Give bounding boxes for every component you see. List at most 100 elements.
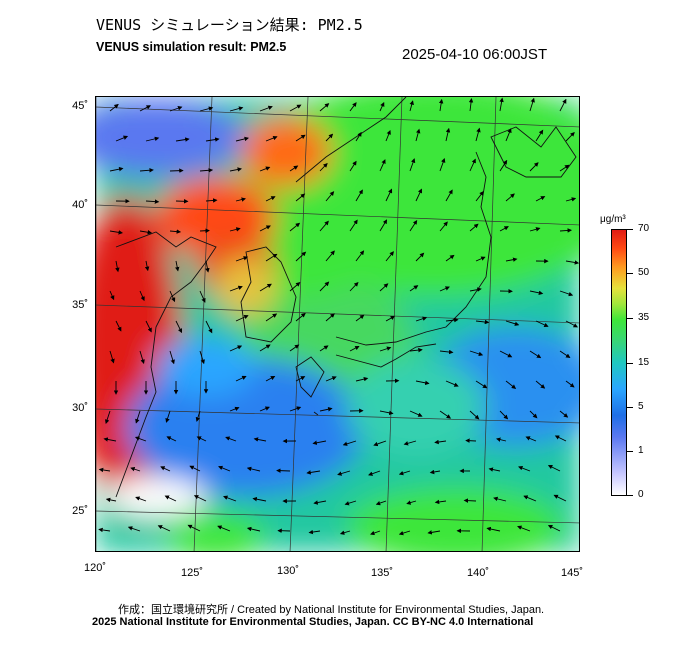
wind-arrow (499, 410, 509, 420)
colorbar-tick (627, 273, 633, 274)
wind-arrow (529, 290, 544, 296)
wind-arrow (445, 254, 455, 262)
wind-arrow (319, 220, 329, 232)
wind-arrow (409, 158, 416, 172)
wind-arrow (529, 410, 538, 419)
wind-arrow (295, 312, 306, 322)
wind-arrow (554, 435, 567, 442)
wind-arrow (415, 188, 423, 202)
legend-unit: μg/m³ (600, 214, 626, 225)
wind-arrow (409, 100, 414, 112)
wind-arrow (109, 230, 123, 235)
wind-arrow (406, 500, 417, 505)
wind-arrow (415, 380, 430, 386)
wind-arrow (223, 495, 237, 502)
wind-arrow (415, 252, 425, 262)
wind-arrow (189, 465, 201, 472)
wind-arrow (553, 494, 567, 502)
wind-arrow (355, 189, 363, 202)
colorbar-label-1: 1 (638, 445, 644, 456)
wind-arrow (439, 286, 450, 292)
wind-arrow (276, 468, 291, 473)
wind-arrow (337, 470, 351, 476)
wind-arrow (469, 223, 479, 232)
wind-arrow (265, 375, 276, 382)
license-line: 2025 National Institute for Environmenta… (92, 616, 534, 628)
wind-arrow (175, 320, 183, 334)
wind-arrow (319, 407, 333, 412)
wind-arrow (259, 166, 271, 172)
wind-arrow (385, 251, 394, 262)
wind-arrow (265, 196, 276, 202)
wind-arrow (486, 526, 501, 532)
wind-arrow (235, 256, 249, 262)
wind-arrow (463, 498, 477, 503)
colorbar-tick (627, 318, 633, 319)
wind-arrow (98, 467, 111, 473)
wind-arrow (349, 102, 357, 112)
lon-label-125: 125˚ (180, 567, 204, 579)
wind-arrow (518, 465, 531, 472)
wind-arrow (342, 440, 357, 446)
lon-label-120: 120˚ (83, 562, 107, 574)
wind-arrow (235, 197, 246, 202)
wind-arrow (135, 410, 141, 424)
wind-arrow (375, 500, 387, 506)
wind-arrow (127, 526, 141, 532)
wind-arrow (139, 350, 145, 365)
wind-arrow (175, 137, 190, 142)
lon-label-130: 130˚ (276, 565, 300, 577)
lat-label-30: 30˚ (72, 402, 88, 414)
wind-arrow (379, 346, 392, 352)
wind-arrow (355, 314, 365, 322)
wind-arrow (535, 129, 544, 142)
wind-arrow (379, 219, 388, 232)
wind-arrow (229, 406, 240, 412)
wind-arrow (475, 380, 488, 389)
wind-arrow (289, 406, 302, 412)
page-title-jp: VENUS シミュレーション結果: PM2.5 (96, 16, 363, 34)
wind-arrow (205, 137, 220, 142)
wind-arrow (349, 281, 359, 292)
wind-arrow (529, 162, 539, 172)
wind-arrow (325, 133, 334, 142)
wind-arrow (559, 350, 571, 359)
wind-arrow (325, 191, 335, 202)
wind-arrow (565, 197, 577, 202)
wind-arrow (205, 198, 218, 203)
wind-arrow (565, 320, 578, 328)
wind-arrow (109, 166, 124, 172)
wind-arrow (259, 105, 273, 112)
wind-arrow (135, 496, 147, 502)
wind-arrow (355, 376, 369, 382)
wind-arrow (319, 345, 329, 352)
wind-arrow (409, 347, 423, 353)
page-title-en: VENUS simulation result: PM2.5 (96, 40, 287, 54)
wind-arrow (193, 495, 207, 502)
wind-arrow (139, 230, 153, 235)
wind-arrow (246, 526, 261, 532)
wind-arrow (373, 440, 387, 447)
forecast-timestamp: 2025-04-10 06:00JST (402, 46, 548, 63)
wind-arrow (105, 497, 117, 503)
wind-arrow (505, 380, 517, 389)
wind-arrow (235, 375, 247, 382)
wind-arrow (205, 320, 213, 334)
lat-label-25: 25˚ (72, 505, 88, 517)
wind-arrow (313, 500, 327, 505)
wind-arrow (229, 285, 243, 292)
wind-arrow (385, 129, 391, 142)
colorbar-tick (627, 229, 633, 230)
pm25-map (95, 96, 580, 552)
colorbar-tick (627, 407, 633, 408)
colorbar-tick (627, 495, 633, 496)
wind-arrow (306, 470, 321, 475)
wind-arrow (103, 437, 117, 442)
wind-arrow (259, 283, 272, 292)
wind-arrow (195, 410, 201, 422)
wind-arrow (295, 376, 306, 382)
colorbar-tick (627, 451, 633, 452)
wind-arrow (385, 315, 396, 322)
wind-arrow (225, 436, 237, 442)
wind-arrow (199, 228, 210, 233)
